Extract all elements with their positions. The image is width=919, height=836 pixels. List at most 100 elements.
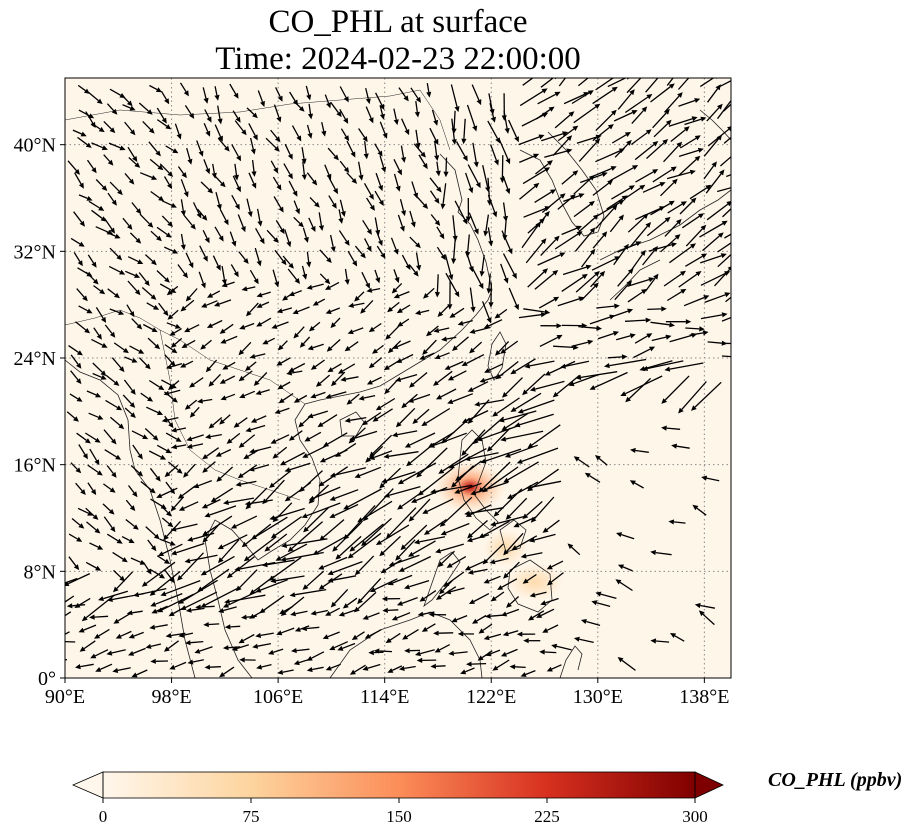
wind-arrow-head xyxy=(205,434,211,440)
wind-arrow-head xyxy=(351,178,358,184)
wind-arrow xyxy=(164,246,174,252)
wind-arrow-head xyxy=(464,456,471,462)
map-title-line1: CO_PHL at surface xyxy=(268,4,528,40)
wind-arrow xyxy=(124,121,133,132)
wind-arrow xyxy=(622,566,633,572)
wind-arrow-head xyxy=(617,657,624,663)
wind-arrow-head xyxy=(253,380,260,386)
wind-arrow xyxy=(479,399,505,405)
wind-arrow-head xyxy=(82,453,88,460)
wind-arrow xyxy=(664,95,680,113)
wind-arrow xyxy=(312,343,324,349)
wind-arrow xyxy=(519,155,535,163)
wind-arrow-head xyxy=(291,648,297,654)
wind-arrow-head xyxy=(567,543,574,549)
wind-arrow-head xyxy=(401,157,407,163)
wind-arrow xyxy=(586,620,601,627)
wind-arrow xyxy=(230,625,241,628)
wind-arrow xyxy=(594,371,628,389)
wind-arrow xyxy=(453,651,468,655)
wind-arrow-head xyxy=(435,170,441,177)
wind-arrow-head xyxy=(214,94,220,101)
wind-arrow xyxy=(333,317,341,325)
wind-arrow-head xyxy=(202,537,208,543)
wind-arrow xyxy=(180,552,204,578)
wind-arrow-head xyxy=(149,487,156,494)
wind-arrow-head xyxy=(116,254,123,261)
wind-arrow xyxy=(402,462,437,483)
wind-arrow xyxy=(652,168,673,183)
wind-arrow xyxy=(248,123,256,136)
wind-arrow xyxy=(246,286,256,290)
wind-arrow xyxy=(376,408,393,420)
wind-arrow xyxy=(395,282,403,291)
wind-arrow-head xyxy=(664,216,671,223)
wind-arrow-head xyxy=(587,339,594,345)
wind-arrow xyxy=(551,664,562,670)
wind-arrow xyxy=(498,341,510,353)
wind-arrow-head xyxy=(499,177,505,184)
wind-arrow-head xyxy=(109,331,116,338)
wind-arrow xyxy=(128,157,137,165)
wind-arrow xyxy=(68,556,77,567)
wind-arrow-head xyxy=(343,534,350,540)
wind-arrow xyxy=(229,83,237,95)
wind-arrow xyxy=(88,412,99,418)
wind-arrow xyxy=(501,230,511,250)
wind-arrow-head xyxy=(416,471,422,478)
wind-arrow xyxy=(281,340,288,348)
wind-arrow-head xyxy=(503,572,509,579)
wind-arrow-head xyxy=(469,328,476,334)
wind-arrow xyxy=(419,447,448,475)
wind-arrow xyxy=(700,273,726,286)
wind-arrow-head xyxy=(527,485,534,492)
wind-arrow-head xyxy=(621,195,628,201)
wind-arrow xyxy=(425,339,437,352)
wind-arrow xyxy=(358,128,366,138)
wind-arrow xyxy=(221,539,240,560)
wind-arrow-head xyxy=(180,244,186,251)
wind-arrow xyxy=(319,374,331,384)
wind-arrow xyxy=(704,294,726,304)
wind-arrow xyxy=(339,535,362,557)
wind-arrow-head xyxy=(301,158,307,165)
wind-arrow-head xyxy=(538,134,545,140)
wind-arrow xyxy=(332,560,363,574)
wind-arrow-head xyxy=(433,327,440,333)
wind-arrow xyxy=(621,659,636,671)
wind-arrow-head xyxy=(253,278,259,285)
wind-arrow xyxy=(272,269,278,283)
wind-arrow xyxy=(181,485,196,497)
wind-arrow xyxy=(106,103,115,112)
wind-arrow-head xyxy=(738,287,744,292)
wind-arrow-head xyxy=(559,193,566,199)
wind-arrow xyxy=(159,538,171,544)
wind-arrow xyxy=(386,471,416,482)
wind-arrow-head xyxy=(465,251,471,258)
wind-arrow-head xyxy=(630,447,636,453)
wind-arrow xyxy=(393,554,420,565)
wind-arrow-head xyxy=(261,562,268,568)
wind-arrow xyxy=(242,633,255,642)
wind-arrow xyxy=(621,533,635,540)
wind-arrow-head xyxy=(161,117,167,124)
wind-arrow-head xyxy=(172,248,179,254)
wind-arrow-head xyxy=(462,155,468,162)
wind-arrow-head xyxy=(560,363,566,369)
wind-arrow-head xyxy=(342,603,349,609)
wind-arrow xyxy=(488,319,503,327)
wind-arrow xyxy=(270,160,277,169)
wind-arrow-head xyxy=(205,130,211,137)
wind-arrow-head xyxy=(698,213,705,219)
wind-arrow xyxy=(254,446,272,452)
wind-arrow xyxy=(467,164,479,184)
wind-arrow xyxy=(242,434,256,445)
wind-arrow xyxy=(83,624,97,631)
wind-arrow-head xyxy=(111,108,118,115)
wind-arrow-head xyxy=(501,425,508,431)
wind-arrow-head xyxy=(435,548,442,554)
wind-arrow-head xyxy=(433,630,439,636)
wind-arrow xyxy=(420,309,430,314)
wind-arrow xyxy=(428,518,447,533)
wind-arrow xyxy=(192,202,200,214)
